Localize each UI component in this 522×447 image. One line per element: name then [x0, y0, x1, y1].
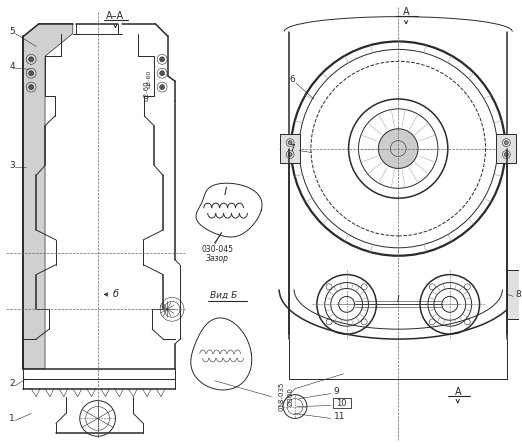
Text: б: б: [113, 290, 118, 299]
Text: I: I: [397, 295, 399, 304]
Text: 030-045: 030-045: [201, 245, 234, 254]
Polygon shape: [23, 24, 73, 369]
Circle shape: [160, 57, 164, 62]
Bar: [333, 398, 351, 408]
Bar: [280, 134, 300, 164]
Text: 8: 8: [515, 290, 521, 299]
Circle shape: [288, 141, 292, 145]
Text: А: А: [455, 387, 461, 396]
Text: 3: 3: [9, 161, 15, 170]
Text: 6: 6: [289, 75, 295, 84]
Text: 2: 2: [9, 379, 15, 388]
Text: Вид Б: Вид Б: [210, 291, 237, 300]
Circle shape: [29, 71, 33, 76]
Circle shape: [504, 152, 508, 156]
Circle shape: [288, 152, 292, 156]
Text: 11: 11: [334, 412, 345, 421]
Text: 1: 1: [9, 414, 15, 423]
Text: 018-035: 018-035: [278, 382, 284, 411]
Text: А: А: [403, 7, 409, 17]
Circle shape: [160, 71, 164, 76]
Text: ц2-60: ц2-60: [142, 81, 148, 101]
Circle shape: [29, 57, 33, 62]
Text: 4: 4: [9, 62, 15, 71]
Text: 10: 10: [336, 399, 347, 408]
Text: А–А: А–А: [106, 11, 125, 21]
Circle shape: [378, 129, 418, 169]
Bar: [496, 134, 516, 164]
Text: 5: 5: [9, 27, 15, 36]
Text: 9: 9: [334, 387, 339, 396]
Circle shape: [29, 84, 33, 89]
Text: I: I: [224, 187, 227, 197]
Text: 7: 7: [289, 144, 295, 153]
Text: Ø300: Ø300: [287, 387, 293, 406]
Bar: [507, 270, 522, 319]
Circle shape: [160, 84, 164, 89]
Text: Зазор: Зазор: [206, 254, 229, 263]
Text: ц2-60: ц2-60: [146, 70, 151, 88]
Circle shape: [504, 141, 508, 145]
